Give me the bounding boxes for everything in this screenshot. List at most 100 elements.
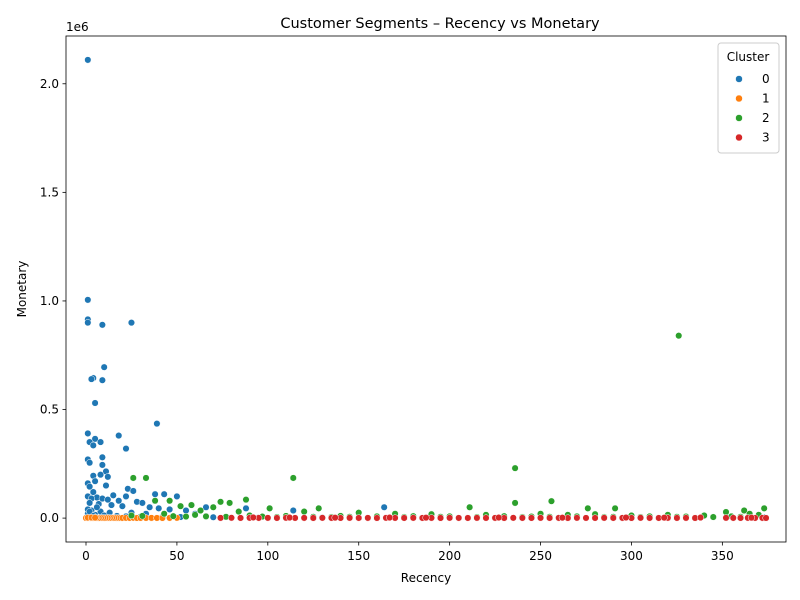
data-point — [289, 474, 297, 482]
data-point — [318, 514, 326, 522]
x-tick-label: 300 — [620, 549, 643, 563]
data-point — [182, 513, 190, 521]
data-point — [127, 319, 135, 327]
data-point — [355, 514, 363, 522]
legend-marker — [735, 114, 743, 122]
y-tick-label: 2.0 — [40, 77, 59, 91]
data-point — [573, 514, 581, 522]
y-tick-label: 0.5 — [40, 403, 59, 417]
data-point — [98, 321, 106, 329]
data-point — [673, 514, 681, 522]
data-point — [182, 506, 190, 515]
data-point — [386, 514, 394, 522]
legend-marker — [735, 133, 743, 142]
data-point — [300, 514, 308, 522]
data-point — [93, 503, 101, 511]
data-point — [122, 492, 130, 500]
plot-points — [82, 56, 770, 522]
data-point — [558, 514, 566, 522]
data-point — [104, 496, 112, 504]
data-point — [622, 514, 630, 522]
data-point — [591, 514, 599, 522]
data-point — [682, 514, 690, 522]
data-point — [242, 496, 250, 504]
x-tick-label: 150 — [347, 549, 370, 563]
data-point — [331, 514, 339, 522]
data-point — [422, 514, 430, 522]
data-point — [91, 477, 99, 485]
legend-label: 1 — [762, 92, 770, 106]
data-point — [473, 514, 481, 522]
data-point — [400, 514, 408, 522]
data-point — [98, 453, 106, 461]
data-point — [191, 511, 199, 519]
data-point — [107, 501, 115, 509]
legend-marker — [735, 94, 743, 103]
data-point — [129, 487, 137, 495]
series-0 — [84, 56, 768, 522]
legend-marker — [735, 75, 743, 83]
y-tick-label: 1.0 — [40, 294, 59, 308]
data-point — [209, 513, 217, 521]
plot-frame — [65, 35, 787, 543]
data-point — [98, 376, 106, 384]
data-point — [289, 506, 297, 515]
data-point — [202, 503, 210, 511]
data-point — [737, 514, 745, 522]
data-point — [729, 514, 737, 522]
data-point — [91, 514, 99, 522]
data-point — [142, 474, 150, 482]
data-point — [373, 514, 381, 522]
data-point — [646, 514, 654, 522]
legend-label: 0 — [762, 72, 770, 86]
data-point — [266, 504, 274, 512]
data-point — [249, 513, 257, 522]
series-3 — [217, 513, 770, 522]
data-point — [86, 499, 94, 507]
data-point — [187, 501, 195, 509]
data-point — [346, 514, 354, 522]
y-tick-label: 1.5 — [40, 185, 59, 199]
data-point — [509, 514, 517, 522]
data-point — [146, 503, 154, 511]
data-point — [151, 497, 159, 505]
chart-title: Customer Segments – Recency vs Monetary — [280, 16, 600, 32]
data-point — [160, 490, 168, 498]
x-axis: 0 50 100 150 200 250 300 350 — [82, 542, 734, 563]
data-point — [527, 514, 536, 522]
data-point — [118, 502, 126, 510]
data-point — [166, 497, 174, 505]
data-point — [760, 504, 768, 512]
data-point — [600, 514, 608, 522]
y-tick-label: 0.0 — [40, 511, 59, 525]
x-tick-label: 0 — [82, 549, 90, 563]
data-point — [309, 514, 317, 522]
data-point — [202, 512, 210, 520]
legend-label: 2 — [762, 111, 770, 125]
data-point — [237, 514, 245, 522]
data-point — [129, 474, 137, 482]
data-point — [127, 511, 135, 520]
data-point — [89, 488, 97, 496]
data-point — [217, 514, 225, 522]
data-point — [166, 505, 174, 513]
data-point — [364, 514, 372, 522]
legend-label: 3 — [762, 131, 770, 145]
data-point — [104, 473, 112, 481]
data-point — [169, 512, 177, 520]
data-point — [300, 508, 308, 516]
data-point — [547, 497, 556, 505]
data-point — [446, 514, 454, 522]
x-tick-label: 50 — [169, 549, 184, 563]
data-point — [482, 514, 490, 522]
data-point — [155, 504, 163, 512]
data-point — [84, 296, 92, 304]
data-point — [609, 514, 617, 522]
data-point — [84, 319, 92, 327]
data-point — [740, 506, 748, 515]
data-point — [97, 471, 105, 479]
x-tick-label: 200 — [438, 549, 461, 563]
data-point — [264, 514, 272, 522]
data-point — [98, 461, 106, 469]
